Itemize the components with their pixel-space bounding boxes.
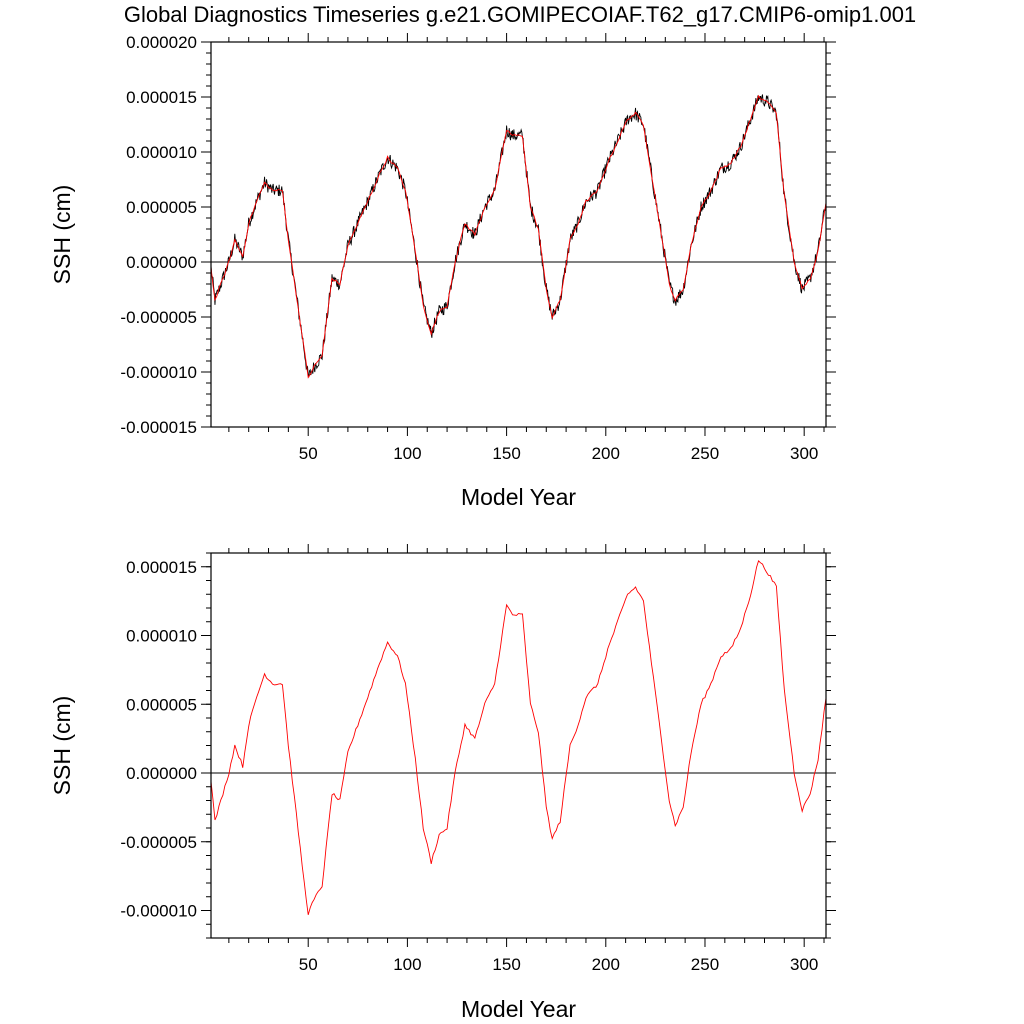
x-tick-label: 200 [592, 955, 620, 974]
x-axis-title: Model Year [461, 484, 576, 510]
y-axis-title: SSH (cm) [49, 696, 75, 796]
y-tick-label: 0.000005 [126, 198, 197, 217]
x-tick-label: 100 [393, 955, 421, 974]
chart-title: Global Diagnostics Timeseries g.e21.GOMI… [123, 2, 917, 27]
series-line-smoothed [211, 94, 826, 379]
y-tick-label: -0.000015 [120, 418, 197, 437]
x-tick-label: 150 [492, 444, 520, 463]
x-tick-label: 300 [790, 955, 818, 974]
x-tick-label: 50 [299, 955, 318, 974]
y-tick-label: 0.000015 [126, 88, 197, 107]
x-tick-label: 50 [299, 444, 318, 463]
y-tick-label: -0.000010 [120, 902, 197, 921]
x-tick-label: 100 [393, 444, 421, 463]
x-tick-label: 250 [691, 955, 719, 974]
plot-frame [210, 552, 827, 939]
x-tick-label: 150 [492, 955, 520, 974]
x-tick-label: 200 [592, 444, 620, 463]
y-axis-title: SSH (cm) [49, 185, 75, 285]
y-tick-label: -0.000005 [120, 308, 197, 327]
y-tick-label: 0.000005 [126, 695, 197, 714]
plot-frame [210, 41, 827, 428]
y-tick-label: 0.000010 [126, 143, 197, 162]
x-axis-title: Model Year [461, 996, 576, 1022]
y-tick-label: 0.000000 [126, 253, 197, 272]
series-line-smoothed [211, 560, 826, 915]
y-tick-label: -0.000005 [120, 833, 197, 852]
y-tick-label: 0.000000 [126, 764, 197, 783]
x-tick-label: 300 [790, 444, 818, 463]
chart-panel-bottom: 50 100 150 200 250 300 -0.000010 -0.000005 0.000… [49, 544, 836, 1022]
y-tick-label: 0.000010 [126, 627, 197, 646]
chart-panel-top: 50 100 150 200 250 300 -0.000015 -0.000010 -0.00… [49, 33, 836, 510]
y-tick-label: 0.000015 [126, 558, 197, 577]
y-tick-label: 0.000020 [126, 33, 197, 52]
x-tick-label: 250 [691, 444, 719, 463]
y-tick-label: -0.000010 [120, 363, 197, 382]
series-line-monthly [211, 94, 826, 378]
